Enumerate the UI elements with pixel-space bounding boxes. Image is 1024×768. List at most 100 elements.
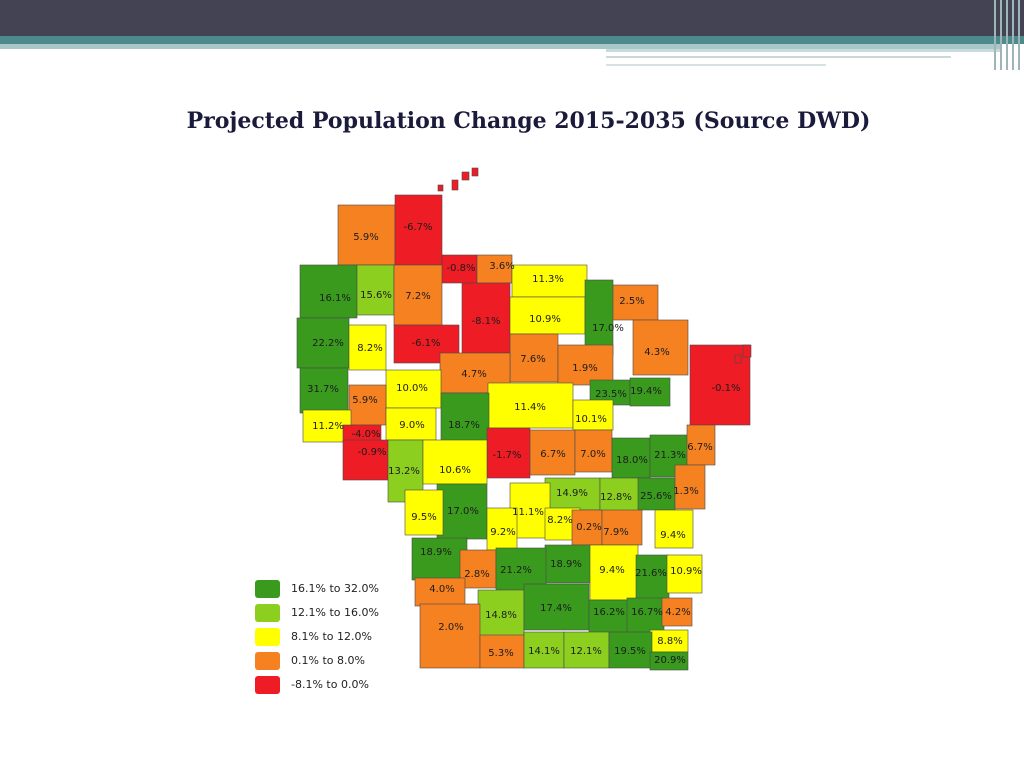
county-value-label: 2.8% [464,569,489,580]
county-value-label: 7.6% [520,354,545,365]
county-region [461,282,511,354]
county-value-label: 12.8% [600,492,632,503]
county-region [649,651,689,671]
county-value-label: 1.9% [572,363,597,374]
county-region [419,603,481,669]
county-region [476,254,513,284]
legend-item: 0.1% to 8.0% [255,652,455,672]
county-region [479,634,525,669]
county-region [509,333,559,383]
county-value-label: 5.9% [353,232,378,243]
county-value-label: -8.1% [471,316,500,327]
county-value-label: 5.3% [488,648,513,659]
county-region [393,264,443,326]
county-region [342,439,389,481]
county-region [557,344,614,386]
county-region [411,537,468,581]
county-region [348,384,387,426]
county-value-label: 5.9% [352,395,377,406]
island-shape [451,179,459,191]
county-value-label: 21.2% [500,565,532,576]
county-value-label: 21.6% [635,568,667,579]
island-shape [471,167,479,177]
legend-label: 8.1% to 12.0% [291,630,372,643]
county-region [666,554,703,594]
county-region [686,424,716,466]
county-region [529,429,576,476]
county-value-label: 22.2% [312,338,344,349]
county-region [356,264,395,316]
island-shape [742,344,752,358]
county-value-label: 10.0% [396,383,428,394]
legend-label: -8.1% to 0.0% [291,678,369,691]
county-value-label: 9.4% [660,530,685,541]
county-value-label: 8.2% [357,343,382,354]
legend-swatch [255,580,280,598]
county-value-label: 9.4% [599,565,624,576]
legend-swatch [255,604,280,622]
county-region [404,489,444,536]
county-value-label: 16.2% [593,607,625,618]
county-region [572,399,614,431]
county-value-label: 4.2% [665,607,690,618]
slide-header-bar [0,0,1024,36]
county-value-label: -1.7% [492,450,521,461]
county-region [674,464,706,510]
county-value-label: 10.9% [529,314,561,325]
county-value-label: 14.8% [485,610,517,621]
county-region [637,477,676,511]
county-region [654,509,694,549]
county-value-label: 12.1% [570,646,602,657]
county-value-label: 11.2% [312,421,344,432]
county-value-label: 1.3% [673,486,698,497]
county-value-label: 3.6% [489,261,514,272]
county-region [589,544,639,601]
county-value-label: 19.4% [630,386,662,397]
slide-title: Projected Population Change 2015-2035 (S… [186,108,871,134]
legend-item: -8.1% to 0.0% [255,676,455,696]
county-region [523,631,565,669]
county-value-label: 31.7% [307,384,339,395]
legend-label: 16.1% to 32.0% [291,582,379,595]
island-shape [437,184,444,192]
county-value-label: 4.7% [461,369,486,380]
county-value-label: 2.0% [438,622,463,633]
county-region [626,597,665,634]
county-value-label: 7.2% [405,291,430,302]
county-region [632,319,689,376]
county-region [509,296,586,335]
county-value-label: 17.4% [540,603,572,614]
county-region [571,509,603,546]
decorative-line [606,64,826,66]
county-value-label: 7.9% [603,527,628,538]
county-value-label: 9.2% [490,527,515,538]
legend-label: 12.1% to 16.0% [291,606,379,619]
county-value-label: 11.3% [532,274,564,285]
county-region [486,507,518,551]
county-value-label: -4.0% [351,429,380,440]
county-value-label: 18.9% [550,559,582,570]
county-region [486,427,531,479]
county-region [385,407,437,441]
county-value-label: 16.1% [319,293,351,304]
county-value-label: -0.9% [357,447,386,458]
county-region [608,631,653,669]
county-value-label: 23.5% [595,389,627,400]
header-accent-stripe [0,36,1024,44]
county-value-label: 11.4% [514,402,546,413]
legend-item: 12.1% to 16.0% [255,604,455,624]
county-value-label: 4.3% [644,347,669,358]
decorative-line [606,56,951,58]
county-region [385,369,442,409]
legend-swatch [255,628,280,646]
county-value-label: 25.6% [640,491,672,502]
county-value-label: 8.2% [547,515,572,526]
island-shape [461,171,470,181]
county-value-label: 14.9% [556,488,588,499]
legend-item: 8.1% to 12.0% [255,628,455,648]
county-value-label: 14.1% [528,646,560,657]
county-region [477,589,525,639]
county-value-label: 18.0% [616,455,648,466]
county-region [611,437,651,479]
